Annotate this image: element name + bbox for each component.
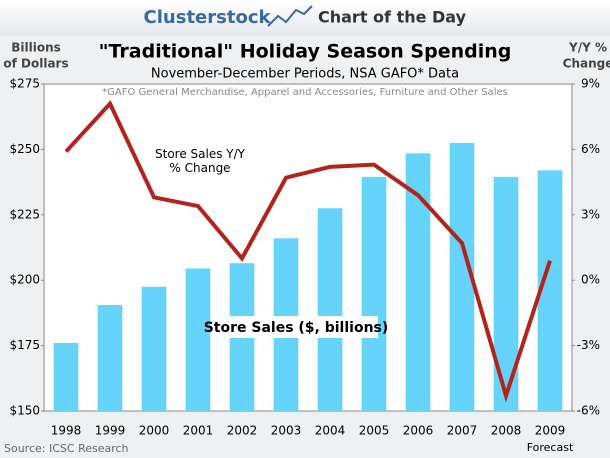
- brand-icon: [267, 5, 313, 27]
- y-tick-label: $275: [9, 77, 40, 91]
- x-tick-label: 2009: [535, 424, 566, 438]
- legend-label: Store Sales ($, billions): [204, 320, 389, 336]
- legend-label: Store Sales Y/Y % Change: [154, 147, 246, 175]
- y-tick-label: $175: [9, 338, 40, 352]
- y2-tick-label: -6%: [577, 404, 600, 418]
- note: *GAFO General Merchandise, Apparel and A…: [102, 87, 508, 98]
- y-tick-label: $150: [9, 404, 40, 418]
- plot-area: [43, 83, 573, 412]
- y-tick-label: $250: [9, 142, 40, 156]
- x-tick-label: 2005: [359, 424, 390, 438]
- bar: [493, 176, 519, 411]
- y2-tick-label: 9%: [581, 77, 600, 91]
- legend-label-wrap: Store Sales Y/Y % Change: [154, 147, 246, 175]
- bar: [97, 305, 123, 411]
- header-band: [0, 0, 610, 36]
- forecast-note: Forecast: [527, 441, 574, 454]
- x-tick-label: 2007: [447, 424, 478, 438]
- y-tick-label: $225: [9, 207, 40, 221]
- x-tick-label: 2003: [271, 424, 302, 438]
- bar: [185, 268, 211, 411]
- bar: [361, 176, 387, 411]
- y-tick-label: $200: [9, 273, 40, 287]
- chart-title: "Traditional" Holiday Season Spending: [99, 41, 512, 63]
- x-tick-label: 2000: [139, 424, 170, 438]
- chart-subtitle: November-December Periods, NSA GAFO* Dat…: [151, 67, 459, 82]
- x-tick-label: 2002: [227, 424, 258, 438]
- source: Source: ICSC Research: [4, 442, 129, 455]
- brand: Clusterstock: [144, 7, 272, 28]
- y2-tick-label: -3%: [577, 338, 600, 352]
- tagline: Chart of the Day: [318, 8, 467, 27]
- x-tick-label: 2006: [403, 424, 434, 438]
- bar: [405, 153, 431, 411]
- x-tick-label: 1999: [95, 424, 126, 438]
- x-tick-label: 2008: [491, 424, 522, 438]
- x-tick-label: 1998: [51, 424, 82, 438]
- legend-box: [215, 316, 378, 338]
- y2-tick-label: 3%: [581, 207, 600, 221]
- y2-tick-label: 0%: [581, 273, 600, 287]
- x-tick-label: 2004: [315, 424, 346, 438]
- bar: [53, 342, 79, 411]
- y2-axis-label: Y/Y %: [568, 41, 607, 55]
- y-axis-label: of Dollars: [3, 57, 68, 71]
- bar: [317, 208, 343, 411]
- y2-axis-label: Change: [563, 57, 610, 71]
- line: [64, 100, 552, 403]
- y-axis-label: Billions: [11, 41, 61, 55]
- bar: [141, 286, 167, 411]
- x-tick-label: 2001: [183, 424, 214, 438]
- y2-tick-label: 6%: [581, 142, 600, 156]
